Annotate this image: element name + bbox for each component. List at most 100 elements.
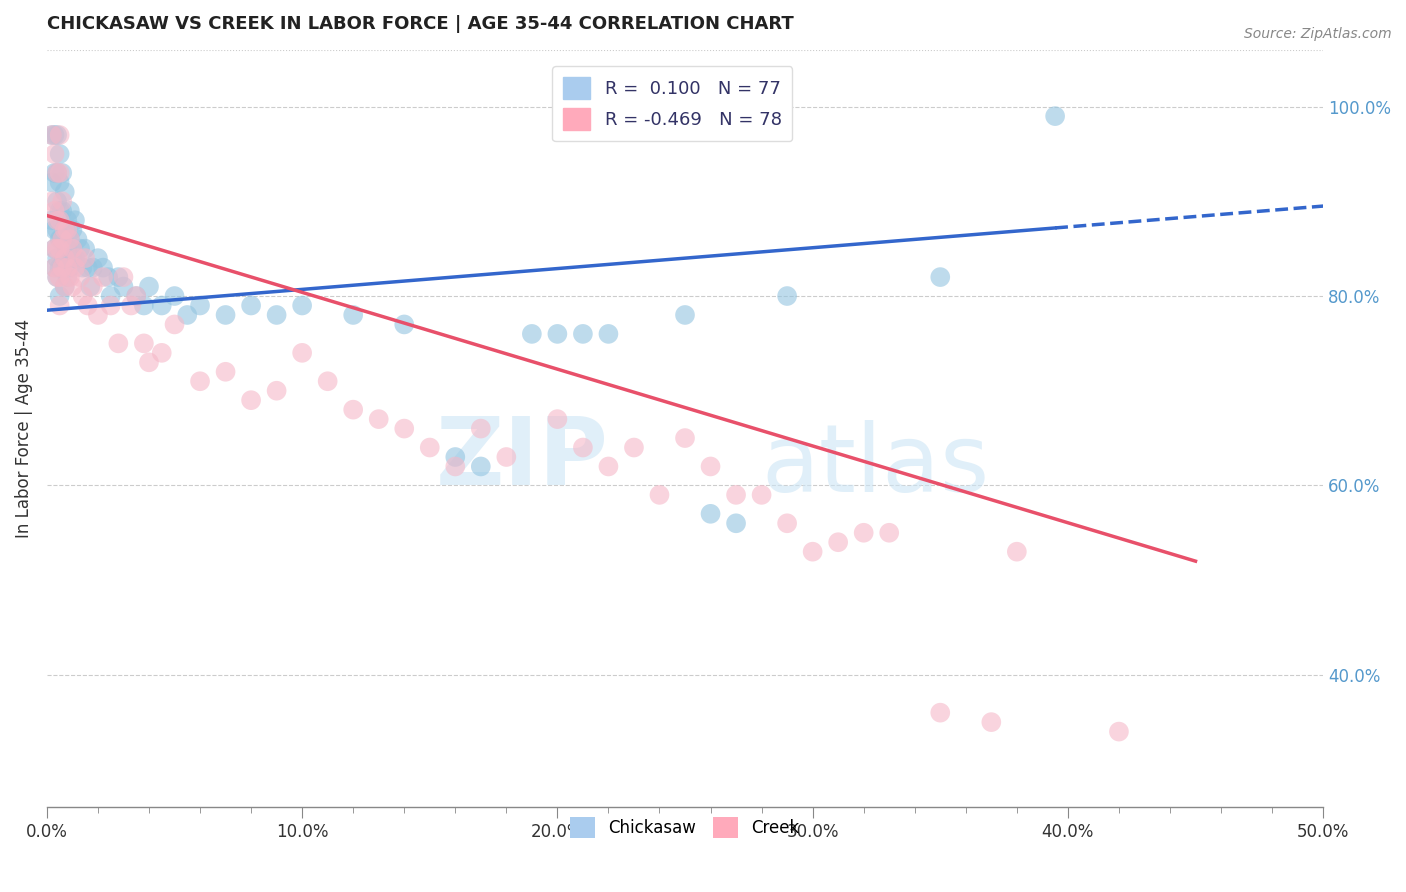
Point bbox=[56, 213, 79, 227]
Point bbox=[394, 318, 416, 332]
Point bbox=[648, 488, 671, 502]
Point bbox=[751, 488, 773, 502]
Point bbox=[444, 459, 467, 474]
Point bbox=[163, 318, 186, 332]
Point bbox=[44, 166, 66, 180]
Legend: Chickasaw, Creek: Chickasaw, Creek bbox=[564, 811, 807, 845]
Point bbox=[53, 279, 76, 293]
Y-axis label: In Labor Force | Age 35-44: In Labor Force | Age 35-44 bbox=[15, 319, 32, 538]
Point bbox=[62, 223, 84, 237]
Point bbox=[53, 223, 76, 237]
Point bbox=[44, 260, 66, 275]
Point bbox=[240, 393, 263, 408]
Point bbox=[470, 421, 492, 435]
Point bbox=[112, 270, 135, 285]
Point bbox=[59, 260, 82, 275]
Point bbox=[44, 128, 66, 142]
Point bbox=[46, 270, 69, 285]
Point bbox=[214, 365, 236, 379]
Point bbox=[394, 421, 416, 435]
Point bbox=[48, 298, 70, 312]
Point bbox=[46, 166, 69, 180]
Point bbox=[598, 326, 620, 341]
Point bbox=[63, 213, 86, 227]
Point bbox=[48, 232, 70, 246]
Point bbox=[62, 251, 84, 265]
Point bbox=[56, 270, 79, 285]
Point bbox=[41, 128, 63, 142]
Point bbox=[673, 431, 696, 445]
Point bbox=[546, 326, 568, 341]
Point bbox=[63, 260, 86, 275]
Point bbox=[53, 279, 76, 293]
Point bbox=[82, 279, 104, 293]
Point bbox=[291, 346, 314, 360]
Point bbox=[470, 459, 492, 474]
Point bbox=[100, 289, 122, 303]
Point bbox=[266, 384, 288, 398]
Point bbox=[41, 175, 63, 189]
Point bbox=[572, 326, 595, 341]
Point bbox=[120, 298, 142, 312]
Point bbox=[877, 525, 900, 540]
Point bbox=[66, 232, 89, 246]
Point bbox=[51, 260, 73, 275]
Point bbox=[929, 706, 952, 720]
Point bbox=[44, 242, 66, 256]
Point bbox=[44, 147, 66, 161]
Point bbox=[48, 213, 70, 227]
Point bbox=[53, 251, 76, 265]
Point bbox=[316, 374, 339, 388]
Point bbox=[82, 260, 104, 275]
Point bbox=[46, 270, 69, 285]
Point bbox=[48, 260, 70, 275]
Point bbox=[367, 412, 389, 426]
Point bbox=[266, 308, 288, 322]
Point bbox=[46, 194, 69, 209]
Point bbox=[546, 412, 568, 426]
Point bbox=[725, 488, 748, 502]
Point bbox=[725, 516, 748, 531]
Point bbox=[46, 128, 69, 142]
Point bbox=[51, 194, 73, 209]
Point bbox=[41, 128, 63, 142]
Point bbox=[125, 289, 148, 303]
Point bbox=[188, 374, 211, 388]
Point bbox=[56, 242, 79, 256]
Point bbox=[59, 270, 82, 285]
Point bbox=[56, 260, 79, 275]
Point bbox=[79, 279, 101, 293]
Point bbox=[62, 279, 84, 293]
Point bbox=[214, 308, 236, 322]
Text: atlas: atlas bbox=[762, 420, 990, 513]
Point bbox=[91, 260, 114, 275]
Point bbox=[66, 251, 89, 265]
Point bbox=[91, 270, 114, 285]
Point bbox=[444, 450, 467, 464]
Point bbox=[44, 260, 66, 275]
Point bbox=[776, 516, 799, 531]
Point bbox=[1043, 109, 1066, 123]
Point bbox=[41, 213, 63, 227]
Point bbox=[150, 298, 173, 312]
Point bbox=[419, 441, 441, 455]
Point bbox=[980, 715, 1002, 730]
Point bbox=[48, 175, 70, 189]
Point bbox=[53, 185, 76, 199]
Point bbox=[827, 535, 849, 549]
Point bbox=[69, 270, 91, 285]
Point bbox=[59, 203, 82, 218]
Point bbox=[56, 223, 79, 237]
Point bbox=[69, 242, 91, 256]
Point bbox=[598, 459, 620, 474]
Point bbox=[48, 166, 70, 180]
Point bbox=[44, 203, 66, 218]
Point bbox=[41, 194, 63, 209]
Point bbox=[51, 232, 73, 246]
Point bbox=[46, 223, 69, 237]
Point bbox=[48, 203, 70, 218]
Point bbox=[75, 242, 97, 256]
Point bbox=[48, 128, 70, 142]
Point bbox=[51, 232, 73, 246]
Point bbox=[62, 242, 84, 256]
